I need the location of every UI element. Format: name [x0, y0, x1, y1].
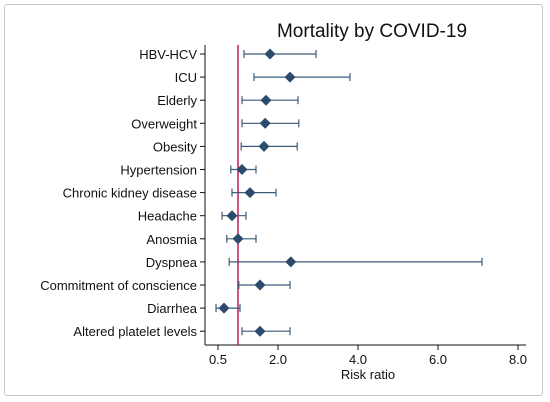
- point-estimate-marker: [244, 187, 256, 199]
- x-tick-label: 4.0: [349, 352, 367, 367]
- y-tick-label: Elderly: [157, 93, 197, 108]
- y-tick-label: Hypertension: [120, 163, 197, 178]
- plot-area: [204, 45, 526, 346]
- y-tick-label: Chronic kidney disease: [63, 186, 197, 201]
- chart-title: Mortality by COVID-19: [277, 21, 467, 42]
- point-estimates: [218, 48, 297, 337]
- point-estimate-marker: [260, 94, 272, 106]
- point-estimate-marker: [218, 302, 230, 314]
- confidence-intervals: [215, 50, 483, 336]
- y-tick-label: Anosmia: [146, 232, 197, 247]
- y-tick-label: HBV-HCV: [139, 47, 197, 62]
- y-tick-label: Diarrhea: [147, 301, 198, 316]
- x-axis-ticks: 0.5 2.0 4.0 6.0 8.0: [209, 345, 527, 367]
- y-axis-labels: HBV-HCV ICU Elderly Overweight Obesity Hypert…: [40, 47, 205, 339]
- point-estimate-marker: [254, 325, 266, 337]
- y-tick-label: Dyspnea: [146, 255, 198, 270]
- x-tick-label: 6.0: [429, 352, 447, 367]
- point-estimate-marker: [284, 71, 296, 83]
- point-estimate-marker: [254, 279, 266, 291]
- point-estimate-marker: [264, 48, 276, 60]
- x-tick-label: 8.0: [509, 352, 527, 367]
- x-axis-label: Risk ratio: [341, 367, 395, 382]
- y-tick-label: ICU: [175, 70, 197, 85]
- point-estimate-marker: [236, 164, 248, 175]
- y-tick-label: Headache: [138, 209, 197, 224]
- x-tick-label: 0.5: [209, 352, 227, 367]
- point-estimate-marker: [226, 210, 238, 222]
- point-estimate-marker: [259, 117, 271, 129]
- point-estimate-marker: [285, 256, 297, 268]
- y-tick-label: Commitment of conscience: [40, 278, 197, 293]
- point-estimate-marker: [232, 233, 244, 245]
- y-tick-label: Overweight: [131, 116, 197, 131]
- x-tick-label: 2.0: [269, 352, 287, 367]
- y-tick-label: Obesity: [153, 139, 198, 154]
- point-estimate-marker: [258, 140, 270, 152]
- y-tick-label: Altered platelet levels: [73, 324, 197, 339]
